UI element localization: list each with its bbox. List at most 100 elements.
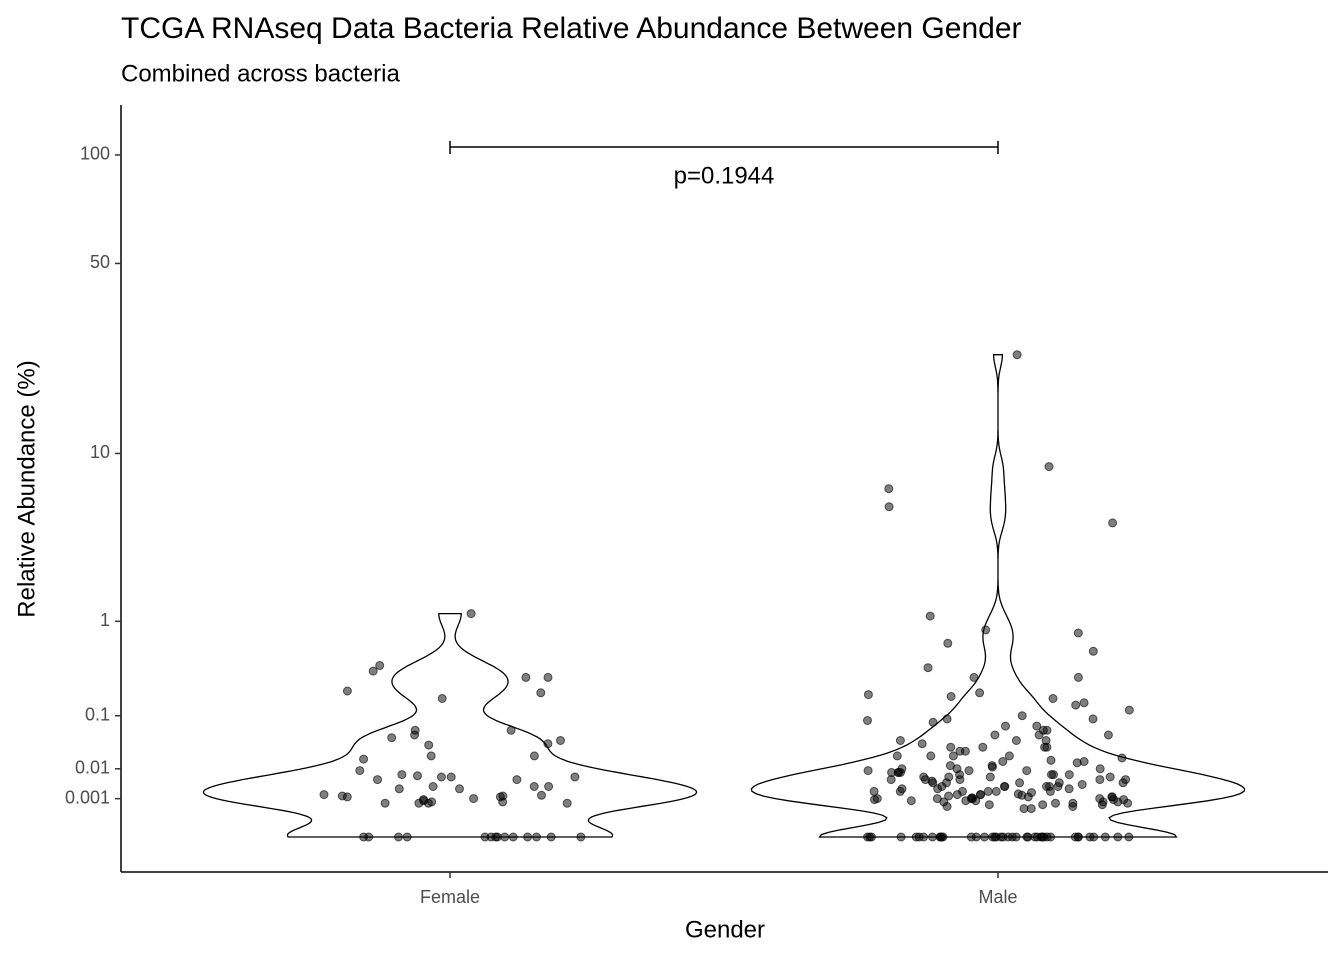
point (985, 772, 995, 782)
x-tick-label: Male (978, 887, 1017, 907)
point (375, 661, 385, 670)
point (1015, 778, 1025, 788)
point (870, 795, 879, 805)
point (1039, 832, 1049, 842)
point (532, 832, 541, 842)
y-tick-label: 0.1 (85, 704, 110, 724)
point (1053, 782, 1063, 791)
point (895, 786, 905, 796)
point (983, 786, 993, 796)
point (537, 790, 546, 800)
point (936, 832, 946, 842)
point (413, 771, 422, 781)
point (964, 766, 974, 776)
point (1011, 736, 1021, 745)
point (1124, 705, 1134, 715)
point (1070, 832, 1080, 842)
point (969, 672, 979, 682)
point (402, 832, 412, 842)
point (562, 798, 572, 808)
point (928, 717, 938, 727)
point (863, 716, 872, 725)
point (1064, 784, 1074, 794)
chart-title: TCGA RNAseq Data Bacteria Relative Abund… (121, 12, 1022, 45)
point (342, 686, 352, 696)
point (1032, 721, 1042, 731)
point (984, 800, 994, 810)
point (923, 663, 933, 673)
point (1051, 798, 1060, 808)
point (1047, 770, 1056, 780)
point (1113, 832, 1123, 842)
point (1022, 766, 1032, 776)
point (437, 694, 447, 703)
point (521, 672, 531, 682)
point (491, 832, 501, 842)
point (337, 791, 347, 801)
point (1026, 804, 1036, 814)
point (1118, 778, 1128, 788)
y-tick-label: 0.001 (65, 787, 110, 807)
point (1023, 792, 1033, 802)
point (978, 742, 988, 752)
point (980, 832, 989, 842)
point (368, 666, 378, 676)
point (387, 733, 397, 743)
point (1034, 730, 1044, 740)
point (364, 832, 374, 842)
point (512, 775, 522, 785)
point (1088, 646, 1098, 656)
point (1068, 802, 1078, 811)
point (1089, 832, 1099, 842)
point (1095, 775, 1105, 785)
point (1073, 628, 1083, 638)
point (536, 688, 546, 698)
point (428, 782, 438, 791)
point (394, 832, 403, 842)
point (480, 832, 490, 842)
point (928, 832, 937, 842)
point (1022, 832, 1032, 842)
point (1079, 698, 1089, 708)
y-axis-label: Relative Abundance (%) (13, 360, 40, 617)
point (1097, 800, 1107, 810)
y-tick-label: 0.01 (75, 758, 110, 778)
point (1077, 780, 1087, 789)
point (863, 766, 873, 776)
y-tick-label: 10 (90, 442, 110, 462)
point (1071, 700, 1081, 710)
point (394, 784, 404, 794)
point (373, 775, 382, 785)
point (469, 794, 479, 804)
point (359, 754, 369, 764)
point (943, 638, 953, 648)
x-tick-label: Female (420, 887, 480, 907)
point (1088, 714, 1098, 724)
point (529, 751, 539, 761)
point (1017, 711, 1027, 721)
point (933, 784, 943, 794)
point (865, 832, 875, 842)
point (1012, 350, 1022, 360)
point (1113, 797, 1123, 807)
point (1042, 742, 1052, 752)
point (498, 797, 508, 807)
point (976, 790, 985, 800)
point (1001, 721, 1010, 731)
point (410, 725, 420, 735)
point (1095, 764, 1105, 774)
point (1124, 832, 1134, 842)
point (1046, 755, 1056, 765)
point (1072, 758, 1082, 768)
point (1000, 782, 1010, 791)
point (990, 730, 1000, 740)
point (917, 739, 927, 749)
point (884, 484, 894, 494)
point (556, 736, 565, 745)
point (946, 742, 956, 752)
point (380, 798, 390, 808)
point (466, 609, 476, 619)
point (424, 740, 434, 750)
point (426, 751, 436, 761)
point (942, 714, 952, 724)
